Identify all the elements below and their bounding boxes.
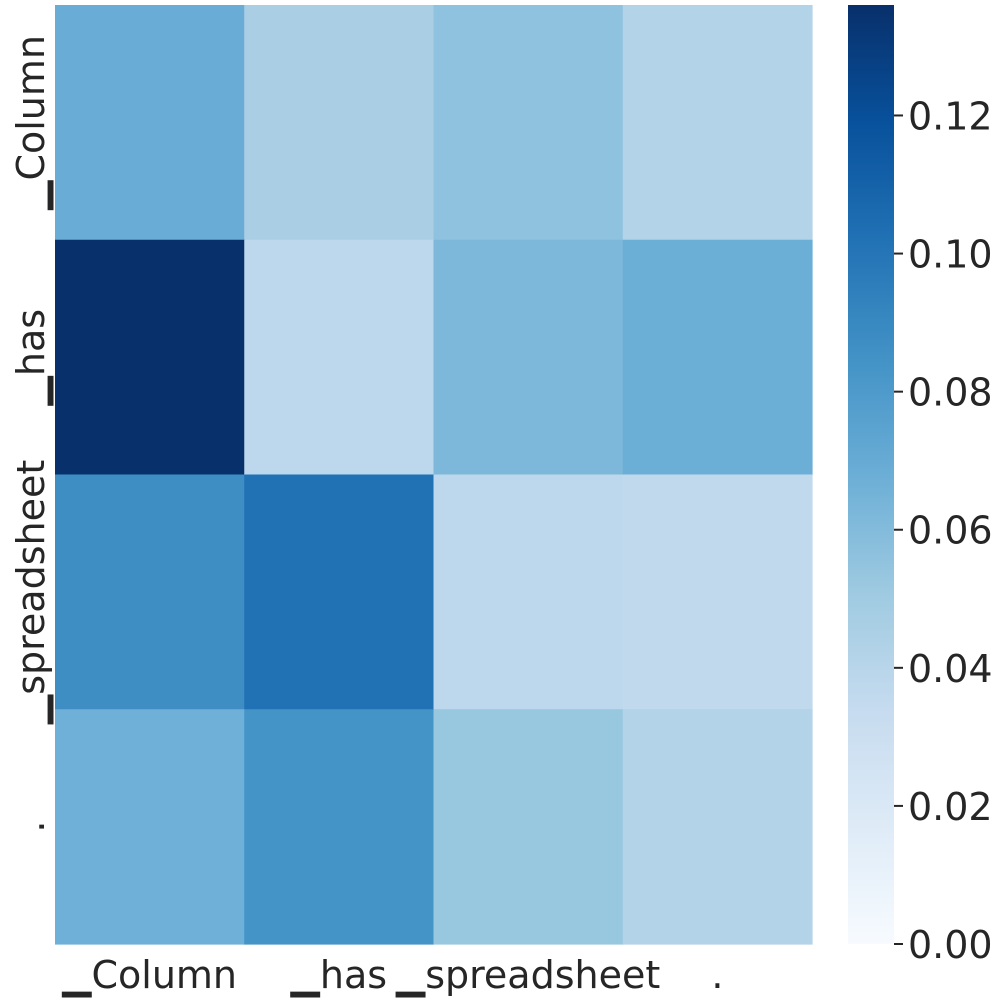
colorbar-tick-label: 0.12 [908, 94, 993, 138]
heatmap-cell [622, 239, 813, 476]
colorbar-tick-label: 0.00 [908, 923, 993, 967]
x-tick-label: ▁spreadsheet [395, 953, 660, 998]
colorbar-tick-label: 0.10 [908, 233, 993, 277]
y-tick-label: . [9, 821, 53, 833]
y-axis-ticks: ▁Column ▁has ▁spreadsheet. [9, 35, 54, 833]
colorbar-tick-label: 0.06 [908, 509, 993, 553]
heatmap-cells [55, 5, 813, 945]
heatmap-cell [55, 239, 245, 476]
heatmap-cell [622, 709, 813, 945]
heatmap-cell [244, 474, 435, 710]
y-tick-label: ▁has [9, 309, 54, 406]
heatmap-cell [433, 239, 624, 476]
x-tick-label: . [711, 953, 723, 997]
heatmap-cell [622, 5, 813, 241]
x-tick-label: ▁has [290, 953, 387, 998]
heatmap-cell [622, 474, 813, 710]
heatmap-cell [433, 709, 624, 945]
colorbar-tick-label: 0.02 [908, 785, 993, 829]
heatmap-cell [244, 709, 435, 945]
colorbar-ticks: 0.00 0.02 0.04 0.06 0.08 0.10 0.12 [894, 94, 993, 967]
heatmap-cell [433, 474, 624, 710]
heatmap-cell [433, 5, 624, 241]
heatmap-cell [55, 5, 245, 241]
heatmap-cell [55, 474, 245, 710]
y-tick-label: ▁spreadsheet [9, 460, 54, 725]
y-tick-label: ▁Column [9, 35, 54, 211]
heatmap-cell [244, 239, 435, 476]
colorbar-tick-label: 0.04 [908, 647, 993, 691]
heatmap-cell [55, 709, 245, 945]
colorbar-tick-label: 0.08 [908, 371, 993, 415]
x-axis-ticks: ▁Column ▁has ▁spreadsheet. [61, 953, 723, 998]
x-tick-label: ▁Column [61, 953, 237, 998]
colorbar [848, 5, 894, 944]
heatmap-cell [244, 5, 435, 241]
